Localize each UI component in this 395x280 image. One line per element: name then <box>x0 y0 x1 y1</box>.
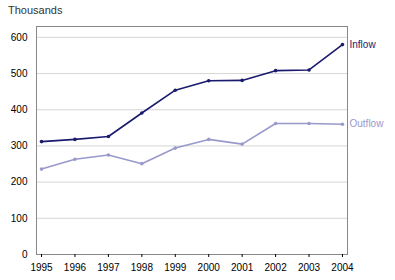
svg-text:2000: 2000 <box>198 262 221 273</box>
svg-text:1996: 1996 <box>64 262 87 273</box>
svg-text:Outflow: Outflow <box>349 118 384 129</box>
svg-text:1999: 1999 <box>164 262 187 273</box>
svg-text:2003: 2003 <box>298 262 321 273</box>
svg-text:100: 100 <box>11 213 28 224</box>
svg-text:400: 400 <box>11 104 28 115</box>
svg-text:300: 300 <box>11 140 28 151</box>
svg-text:2001: 2001 <box>231 262 254 273</box>
svg-text:1995: 1995 <box>30 262 53 273</box>
html-text:Thousands: Thousands <box>8 4 63 16</box>
svg-text:1998: 1998 <box>131 262 154 273</box>
svg-text:2004: 2004 <box>331 262 354 273</box>
svg-text:200: 200 <box>11 176 28 187</box>
svg-text:Inflow: Inflow <box>349 39 376 50</box>
svg-text:600: 600 <box>11 32 28 43</box>
svg-text:0: 0 <box>22 249 28 260</box>
svg-text:1997: 1997 <box>97 262 120 273</box>
svg-text:500: 500 <box>11 68 28 79</box>
svg-text:2002: 2002 <box>264 262 287 273</box>
